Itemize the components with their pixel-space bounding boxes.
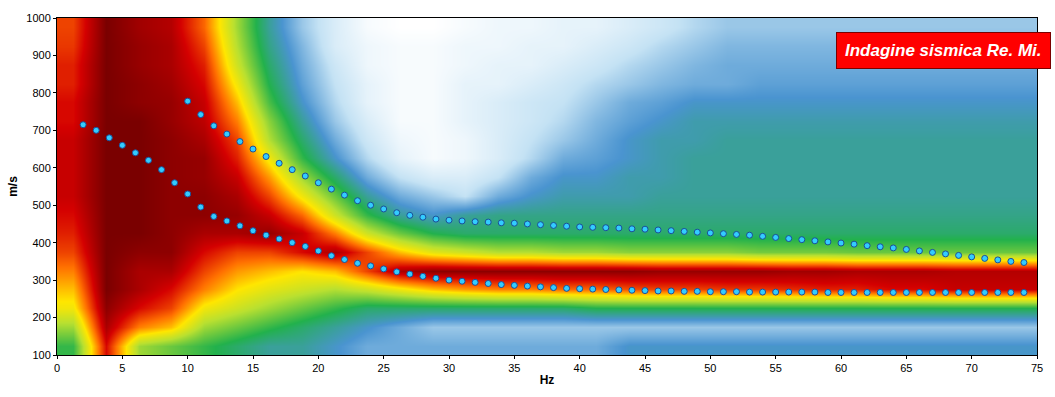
svg-text:m/s: m/s xyxy=(6,176,20,197)
svg-text:Hz: Hz xyxy=(540,373,555,387)
svg-text:65: 65 xyxy=(900,362,912,374)
svg-text:600: 600 xyxy=(32,162,50,174)
svg-text:500: 500 xyxy=(32,199,50,211)
svg-text:45: 45 xyxy=(639,362,651,374)
svg-text:900: 900 xyxy=(32,49,50,61)
svg-text:300: 300 xyxy=(32,274,50,286)
svg-text:25: 25 xyxy=(378,362,390,374)
svg-text:35: 35 xyxy=(508,362,520,374)
svg-text:75: 75 xyxy=(1031,362,1043,374)
svg-text:20: 20 xyxy=(312,362,324,374)
svg-text:1000: 1000 xyxy=(26,12,50,24)
svg-text:30: 30 xyxy=(443,362,455,374)
svg-text:Indagine sismica Re. Mi.: Indagine sismica Re. Mi. xyxy=(845,41,1042,60)
svg-text:15: 15 xyxy=(247,362,259,374)
svg-text:0: 0 xyxy=(54,362,60,374)
svg-text:100: 100 xyxy=(32,349,50,361)
svg-text:40: 40 xyxy=(574,362,586,374)
svg-text:55: 55 xyxy=(770,362,782,374)
svg-text:200: 200 xyxy=(32,311,50,323)
svg-text:70: 70 xyxy=(966,362,978,374)
svg-text:50: 50 xyxy=(704,362,716,374)
svg-text:700: 700 xyxy=(32,124,50,136)
svg-text:5: 5 xyxy=(119,362,125,374)
svg-text:800: 800 xyxy=(32,87,50,99)
svg-text:60: 60 xyxy=(835,362,847,374)
svg-text:10: 10 xyxy=(182,362,194,374)
svg-text:400: 400 xyxy=(32,237,50,249)
